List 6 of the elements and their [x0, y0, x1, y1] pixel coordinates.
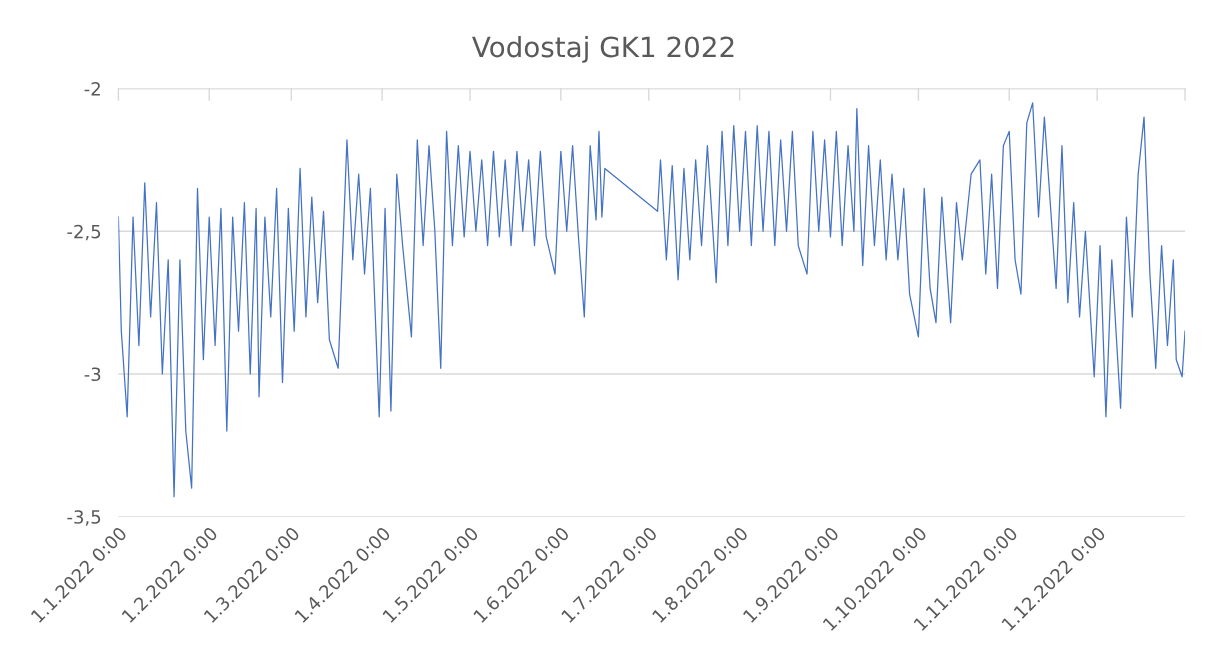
y-tick-label: -3: [84, 367, 101, 382]
y-tick-label: -2,5: [67, 224, 101, 241]
chart-title: Vodostaj GK1 2022: [472, 35, 734, 63]
y-tick-label: -3,5: [67, 510, 101, 526]
line-series: [118, 102, 1186, 498]
y-tick-label: -2: [84, 82, 100, 96]
